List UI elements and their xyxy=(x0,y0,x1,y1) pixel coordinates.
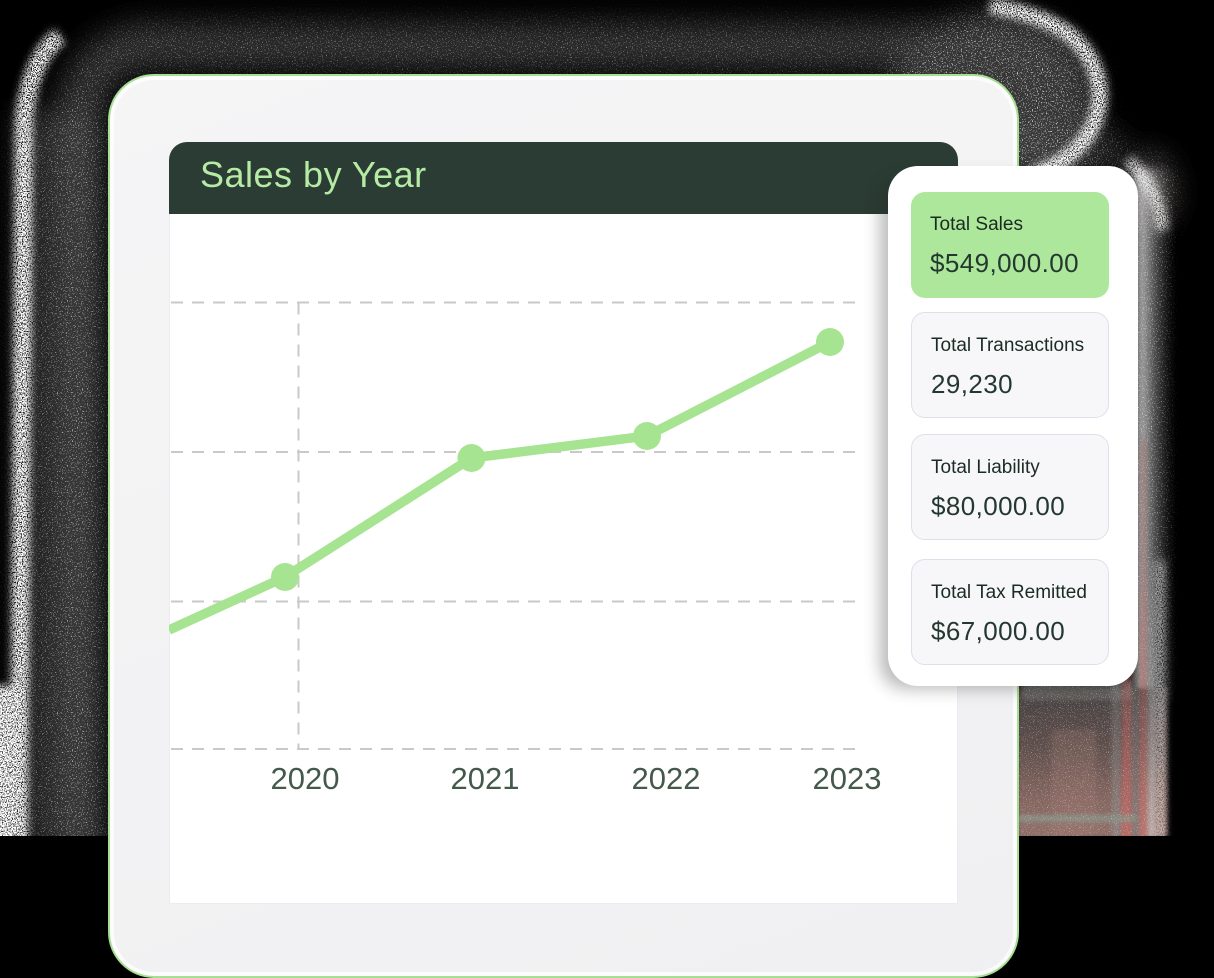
svg-text:2021: 2021 xyxy=(451,761,520,796)
svg-text:2020: 2020 xyxy=(271,761,340,796)
svg-text:2022: 2022 xyxy=(632,761,701,796)
svg-text:2023: 2023 xyxy=(813,761,882,796)
